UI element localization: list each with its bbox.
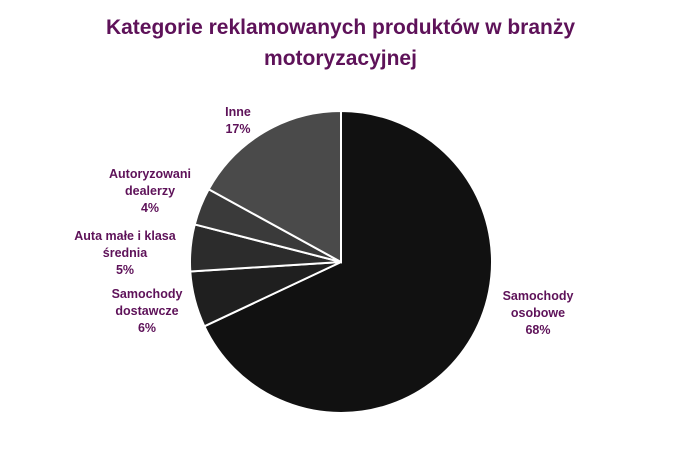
chart-title: Kategorie reklamowanych produktów w bran… bbox=[105, 16, 576, 70]
category-name: Samochody dostawcze bbox=[111, 287, 183, 318]
slice-label: Samochody dostawcze 6% bbox=[102, 286, 192, 337]
value-label: 17% bbox=[225, 122, 251, 136]
value-label: 68% bbox=[525, 323, 551, 337]
category-name: Inne bbox=[225, 105, 251, 119]
category-name: Autoryzowani dealerzy bbox=[109, 167, 191, 198]
slice-label: Samochody osobowe 68% bbox=[493, 288, 583, 339]
pie-slice bbox=[203, 109, 493, 414]
pie-slice bbox=[207, 109, 342, 264]
value-label: 6% bbox=[137, 321, 157, 335]
value-label: 4% bbox=[140, 201, 160, 215]
slice-label: Inne 17% bbox=[208, 104, 268, 138]
slice-label: Auta małe i klasa średnia 5% bbox=[65, 228, 185, 279]
slice-label: Autoryzowani dealerzy 4% bbox=[100, 166, 200, 217]
category-name: Auta małe i klasa średnia bbox=[74, 229, 176, 260]
category-name: Samochody osobowe bbox=[502, 289, 574, 320]
value-label: 5% bbox=[115, 263, 135, 277]
